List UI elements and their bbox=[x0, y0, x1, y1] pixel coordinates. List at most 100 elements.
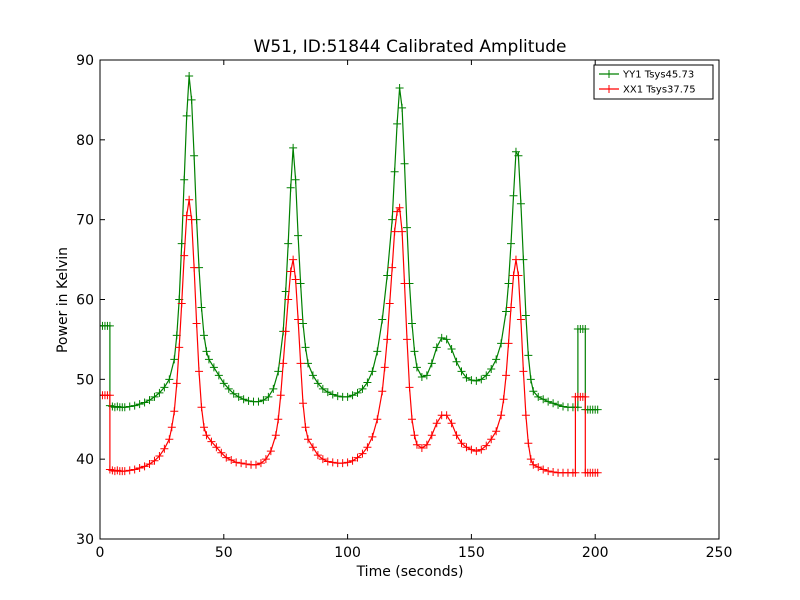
data-point bbox=[160, 444, 169, 453]
legend-item-1: YY1 Tsys45.73 bbox=[599, 70, 694, 81]
data-point bbox=[407, 319, 416, 328]
data-point bbox=[395, 203, 404, 212]
x-tick-label: 200 bbox=[582, 545, 609, 561]
x-tick-label: 250 bbox=[706, 545, 733, 561]
data-point bbox=[197, 303, 206, 312]
data-point bbox=[105, 321, 114, 330]
data-point bbox=[323, 388, 332, 397]
data-point bbox=[338, 459, 347, 468]
data-point bbox=[195, 367, 204, 376]
data-point bbox=[388, 263, 397, 272]
data-point bbox=[199, 331, 208, 340]
data-point bbox=[175, 343, 184, 352]
data-point bbox=[271, 431, 280, 440]
data-point bbox=[190, 151, 199, 160]
data-point bbox=[502, 371, 511, 380]
data-point bbox=[581, 325, 590, 334]
data-point bbox=[150, 456, 159, 465]
data-point bbox=[358, 449, 367, 458]
data-point bbox=[140, 398, 149, 407]
legend-label: XX1 Tsys37.75 bbox=[623, 85, 696, 96]
data-point bbox=[521, 411, 530, 420]
data-point bbox=[524, 351, 533, 360]
data-point bbox=[289, 143, 298, 152]
data-point bbox=[234, 392, 243, 401]
data-point bbox=[274, 367, 283, 376]
series-line bbox=[100, 199, 598, 474]
data-point bbox=[261, 455, 270, 464]
data-point bbox=[467, 376, 476, 385]
data-point bbox=[358, 384, 367, 393]
data-point bbox=[482, 371, 491, 380]
data-point bbox=[328, 390, 337, 399]
data-point bbox=[279, 359, 288, 368]
data-point bbox=[207, 437, 216, 446]
data-point bbox=[185, 195, 194, 204]
data-point bbox=[457, 367, 466, 376]
data-point bbox=[135, 463, 144, 472]
data-point bbox=[380, 363, 389, 372]
data-point bbox=[407, 415, 416, 424]
y-tick-label: 70 bbox=[76, 213, 94, 229]
series-2 bbox=[100, 195, 602, 477]
data-point bbox=[130, 401, 139, 410]
data-point bbox=[182, 111, 191, 120]
data-point bbox=[353, 453, 362, 462]
data-point bbox=[549, 467, 558, 476]
data-point bbox=[125, 402, 134, 411]
data-point bbox=[190, 263, 199, 272]
plot-area: 0 50 100 150 200 250 30 40 50 60 70 80 90 YY1 Tsys45.… bbox=[76, 53, 732, 561]
data-point bbox=[284, 295, 293, 304]
data-point bbox=[378, 315, 387, 324]
data-point bbox=[239, 395, 248, 404]
data-point bbox=[308, 443, 317, 452]
data-point bbox=[487, 435, 496, 444]
data-point bbox=[410, 431, 419, 440]
data-point bbox=[427, 359, 436, 368]
data-point bbox=[227, 455, 236, 464]
legend: YY1 Tsys45.73 XX1 Tsys37.75 bbox=[593, 64, 714, 100]
data-point bbox=[303, 435, 312, 444]
data-point bbox=[284, 239, 293, 248]
data-point bbox=[432, 419, 441, 428]
legend-marker bbox=[605, 85, 613, 93]
y-tick-label: 60 bbox=[76, 293, 94, 309]
x-tick-label: 150 bbox=[458, 545, 485, 561]
y-axis-label: Power in Kelvin bbox=[55, 247, 71, 353]
data-point bbox=[524, 439, 533, 448]
data-point bbox=[511, 255, 520, 264]
data-point bbox=[130, 465, 139, 474]
chart-title: W51, ID:51844 Calibrated Amplitude bbox=[254, 37, 567, 57]
data-point bbox=[388, 215, 397, 224]
data-point bbox=[571, 468, 580, 477]
data-point bbox=[400, 159, 409, 168]
legend-box bbox=[593, 64, 714, 100]
data-point bbox=[412, 363, 421, 372]
data-point bbox=[244, 396, 253, 405]
y-tick-label: 30 bbox=[76, 532, 94, 548]
data-point bbox=[442, 335, 451, 344]
data-point bbox=[403, 223, 412, 232]
data-point bbox=[145, 459, 154, 468]
data-point bbox=[390, 167, 399, 176]
data-point bbox=[504, 339, 513, 348]
data-point bbox=[182, 211, 191, 220]
data-point bbox=[400, 279, 409, 288]
data-point bbox=[385, 299, 394, 308]
data-point bbox=[318, 384, 327, 393]
data-point bbox=[422, 440, 431, 449]
data-point bbox=[457, 439, 466, 448]
data-point bbox=[499, 395, 508, 404]
x-tick-label: 50 bbox=[215, 545, 233, 561]
data-point bbox=[170, 355, 179, 364]
data-point bbox=[427, 431, 436, 440]
data-point bbox=[120, 467, 129, 476]
data-point bbox=[209, 363, 218, 372]
data-point bbox=[502, 307, 511, 316]
data-point bbox=[259, 396, 268, 405]
data-point bbox=[135, 400, 144, 409]
x-axis-label: Time (seconds) bbox=[356, 564, 464, 580]
data-point bbox=[165, 375, 174, 384]
